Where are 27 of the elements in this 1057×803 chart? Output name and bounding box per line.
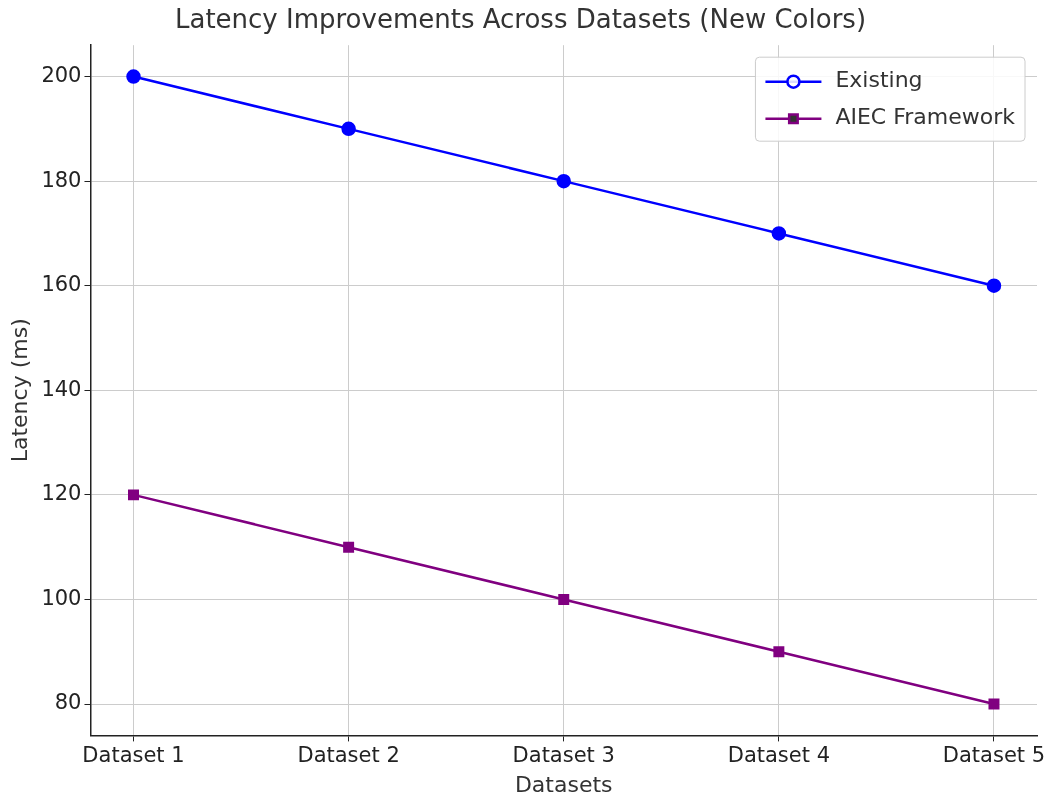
x-tick-label: Dataset 3 [512, 743, 615, 768]
point [771, 226, 787, 241]
chart-title: Latency Improvements Across Datasets (New Colors) [174, 4, 867, 35]
y-tick-label: 200 [41, 63, 82, 88]
y-tick-label: 120 [41, 481, 82, 506]
point [343, 541, 355, 553]
x-tick-label: Dataset 4 [727, 743, 830, 768]
point [773, 646, 785, 658]
legend-label: Existing [835, 67, 923, 93]
y-tick-label: 180 [41, 167, 82, 192]
point [128, 489, 139, 501]
x-tick-label: Dataset 2 [297, 743, 400, 768]
y-tick-label: 140 [41, 376, 82, 401]
x-tick-label: Dataset 5 [942, 743, 1046, 768]
y-tick-label: 100 [41, 585, 82, 610]
y-tick-label: 160 [41, 272, 82, 297]
point [986, 278, 1002, 293]
point [558, 593, 570, 605]
point [556, 173, 571, 189]
point [341, 121, 356, 137]
x-tick-label: Dataset 1 [82, 743, 185, 768]
y-tick-label: 80 [54, 690, 82, 715]
point [988, 698, 1000, 710]
point [126, 69, 141, 84]
legend-label: AIEC Framework [835, 104, 1016, 130]
y-axis-title: Latency (ms) [6, 318, 32, 463]
x-axis-title: Datasets [514, 771, 613, 797]
